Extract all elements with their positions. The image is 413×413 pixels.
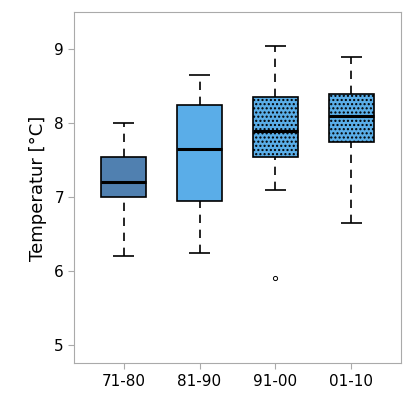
Bar (328, 94, 374, 142)
Bar (101, 157, 147, 197)
Y-axis label: Temperatur [°C]: Temperatur [°C] (29, 115, 47, 261)
Bar (177, 105, 222, 201)
Bar (253, 97, 298, 157)
